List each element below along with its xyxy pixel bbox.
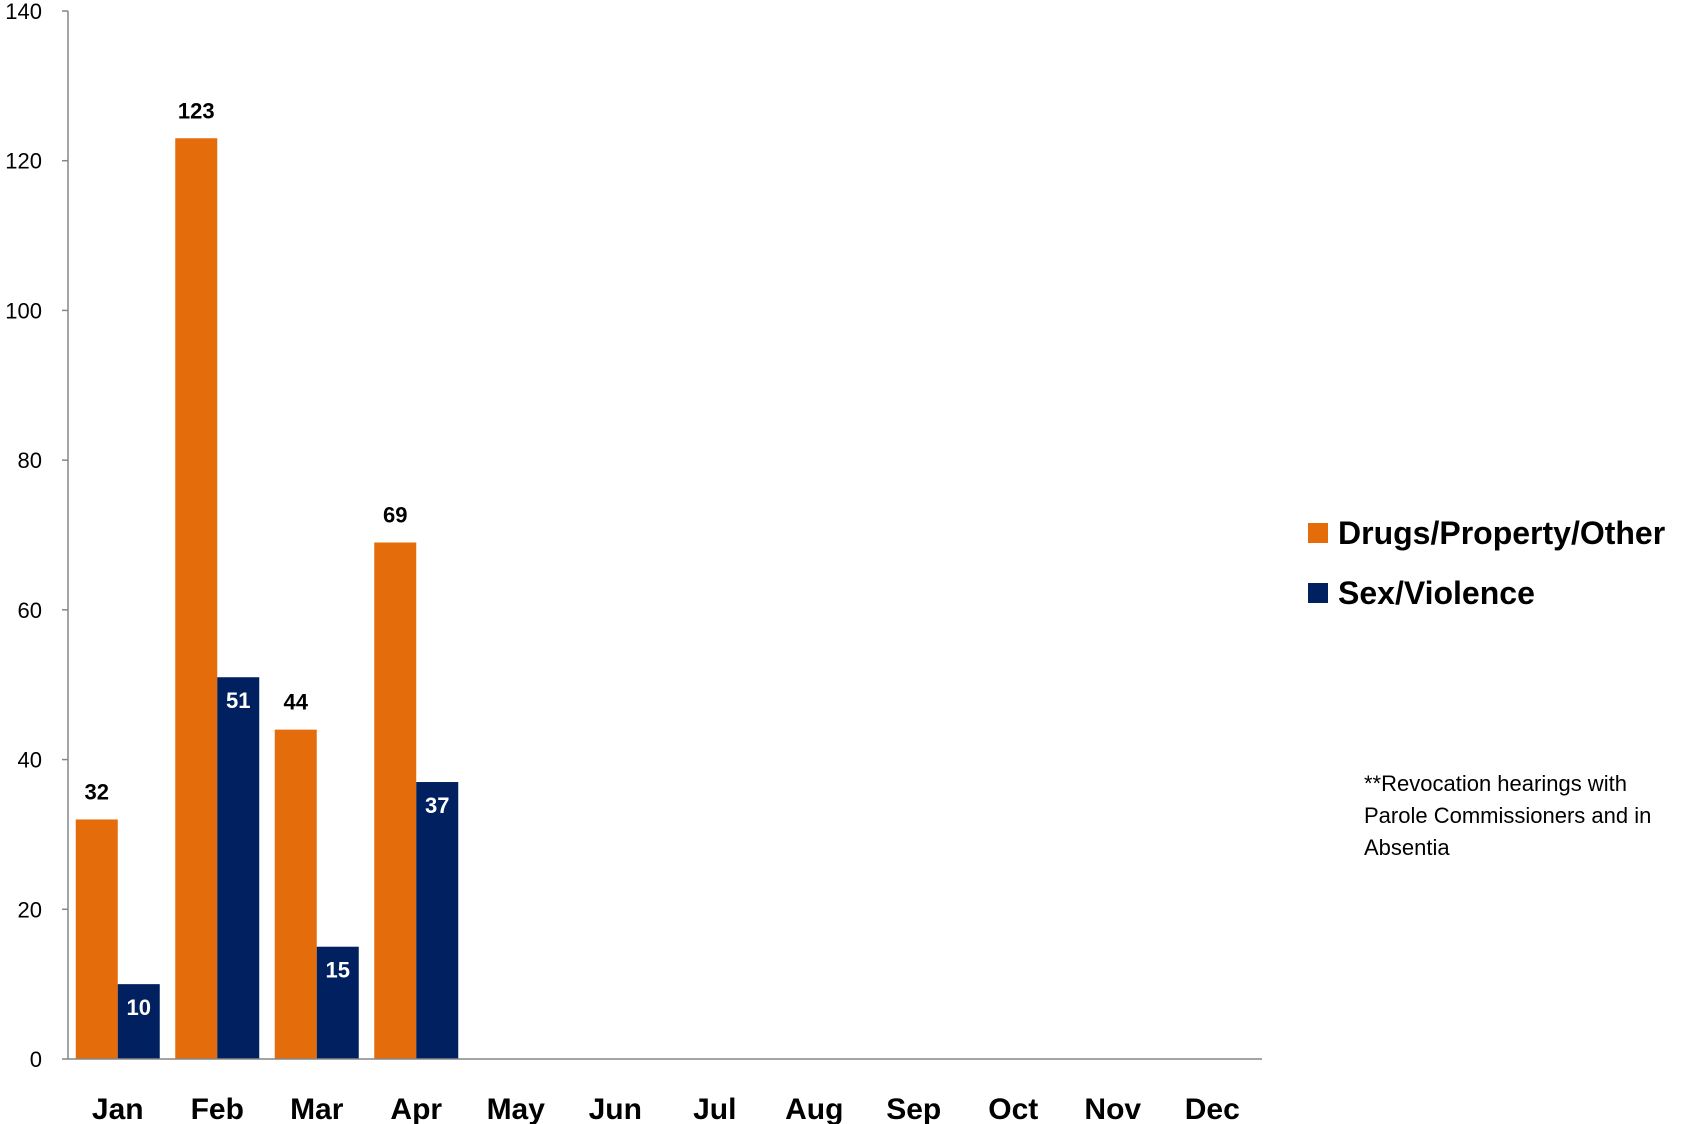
- bar-drugs-property-other-jan: [75, 819, 118, 1059]
- y-tick-label: 140: [5, 0, 42, 24]
- x-tick-label-jun: Jun: [589, 1093, 642, 1124]
- y-tick-label: 60: [18, 598, 42, 623]
- x-tick-label-sep: Sep: [886, 1093, 941, 1124]
- data-label-drugs-property-other-mar: 44: [284, 690, 309, 715]
- legend-swatch-drugs-property-other: [1308, 523, 1328, 543]
- x-tick-label-apr: Apr: [390, 1093, 442, 1124]
- x-tick-label-aug: Aug: [785, 1093, 843, 1124]
- x-tick-label-nov: Nov: [1084, 1093, 1141, 1124]
- y-tick-label: 100: [5, 298, 42, 323]
- x-tick-label-may: May: [487, 1093, 546, 1124]
- legend-swatch-sex-violence: [1308, 583, 1328, 603]
- data-label-drugs-property-other-feb: 123: [178, 98, 215, 123]
- bar-sex-violence-mar: [316, 946, 359, 1059]
- bar-drugs-property-other-apr: [374, 542, 417, 1059]
- bar-sex-violence-apr: [416, 782, 459, 1059]
- x-tick-label-dec: Dec: [1185, 1093, 1240, 1124]
- legend-label-sex-violence: Sex/Violence: [1338, 574, 1535, 611]
- y-tick-label: 120: [5, 149, 42, 174]
- legend-label-drugs-property-other: Drugs/Property/Other: [1338, 514, 1666, 551]
- data-label-sex-violence-feb: 51: [226, 688, 250, 713]
- bars: [75, 138, 459, 1059]
- y-tick-label: 40: [18, 748, 42, 773]
- legend-item-sex-violence: Sex/Violence: [1308, 572, 1665, 614]
- bar-sex-violence-jan: [117, 984, 160, 1059]
- x-tick-label-jan: Jan: [92, 1093, 144, 1124]
- y-tick-label: 20: [18, 897, 42, 922]
- y-axis: 0 20 40 60 80 100 120 140: [5, 0, 69, 1072]
- data-label-drugs-property-other-jan: 32: [85, 779, 109, 804]
- x-tick-label-mar: Mar: [290, 1093, 344, 1124]
- legend-item-drugs-property-other: Drugs/Property/Other: [1308, 512, 1665, 554]
- x-tick-label-feb: Feb: [191, 1093, 244, 1124]
- bar-drugs-property-other-mar: [274, 729, 317, 1059]
- bar-sex-violence-feb: [217, 677, 260, 1059]
- y-tick-label: 0: [30, 1047, 42, 1072]
- data-label-sex-violence-jan: 10: [127, 995, 151, 1020]
- data-label-sex-violence-mar: 15: [326, 958, 350, 983]
- x-tick-label-oct: Oct: [988, 1093, 1038, 1124]
- footnote-annotation: **Revocation hearings with Parole Commis…: [1364, 771, 1652, 860]
- legend: Drugs/Property/Other Sex/Violence: [1308, 512, 1665, 632]
- bar-drugs-property-other-feb: [175, 138, 218, 1059]
- y-tick-label: 80: [18, 448, 42, 473]
- data-label-drugs-property-other-apr: 69: [383, 502, 407, 527]
- data-labels: 32 10 123 51 44 15 69 37: [85, 98, 450, 1020]
- x-axis: Jan Feb Mar Apr May Jun Jul Aug Sep Oct Nov Dec: [68, 1058, 1262, 1124]
- x-tick-label-jul: Jul: [693, 1093, 736, 1124]
- data-label-sex-violence-apr: 37: [425, 793, 449, 818]
